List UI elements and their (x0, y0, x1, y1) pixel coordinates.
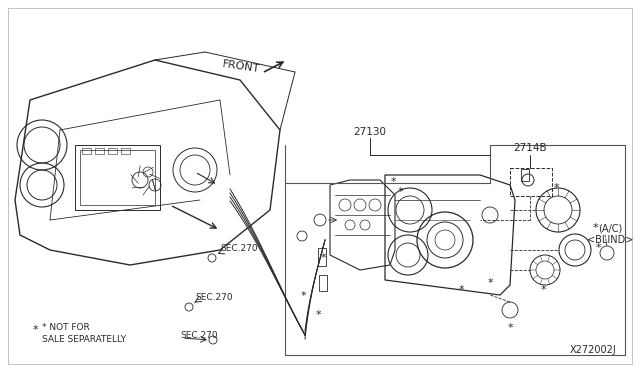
Bar (82, 148, 91, 154)
Text: *: * (300, 291, 306, 301)
Text: SEC.270: SEC.270 (195, 294, 232, 302)
Text: *: * (390, 177, 396, 187)
Bar (319, 275, 327, 291)
Text: *: * (32, 325, 38, 335)
Text: SEC.270: SEC.270 (220, 244, 258, 253)
Text: FRONT: FRONT (221, 60, 260, 75)
Bar (108, 148, 117, 154)
Text: *: * (487, 278, 493, 288)
Bar (510, 168, 552, 196)
Text: *: * (540, 285, 546, 295)
Bar (121, 148, 130, 154)
Text: SEC.270: SEC.270 (180, 330, 218, 340)
Bar (80, 150, 155, 205)
Text: *: * (592, 223, 598, 233)
Text: *: * (315, 310, 321, 320)
Text: *: * (553, 183, 559, 193)
Text: *: * (320, 253, 326, 263)
Bar (75, 145, 160, 210)
Text: * NOT FOR: * NOT FOR (42, 323, 90, 331)
Bar (95, 148, 104, 154)
Text: 2714B: 2714B (513, 143, 547, 153)
Text: 27130: 27130 (353, 127, 387, 137)
Text: *: * (595, 243, 601, 253)
Text: <BLIND>: <BLIND> (587, 235, 633, 245)
Bar (521, 169, 529, 181)
Text: *: * (397, 187, 403, 197)
Bar (318, 248, 326, 266)
Text: X272002J: X272002J (570, 345, 617, 355)
Text: *: * (507, 323, 513, 333)
Text: *: * (458, 285, 464, 295)
Text: SALE SEPARATELLY: SALE SEPARATELLY (42, 336, 126, 344)
Text: (A/C): (A/C) (598, 223, 622, 233)
